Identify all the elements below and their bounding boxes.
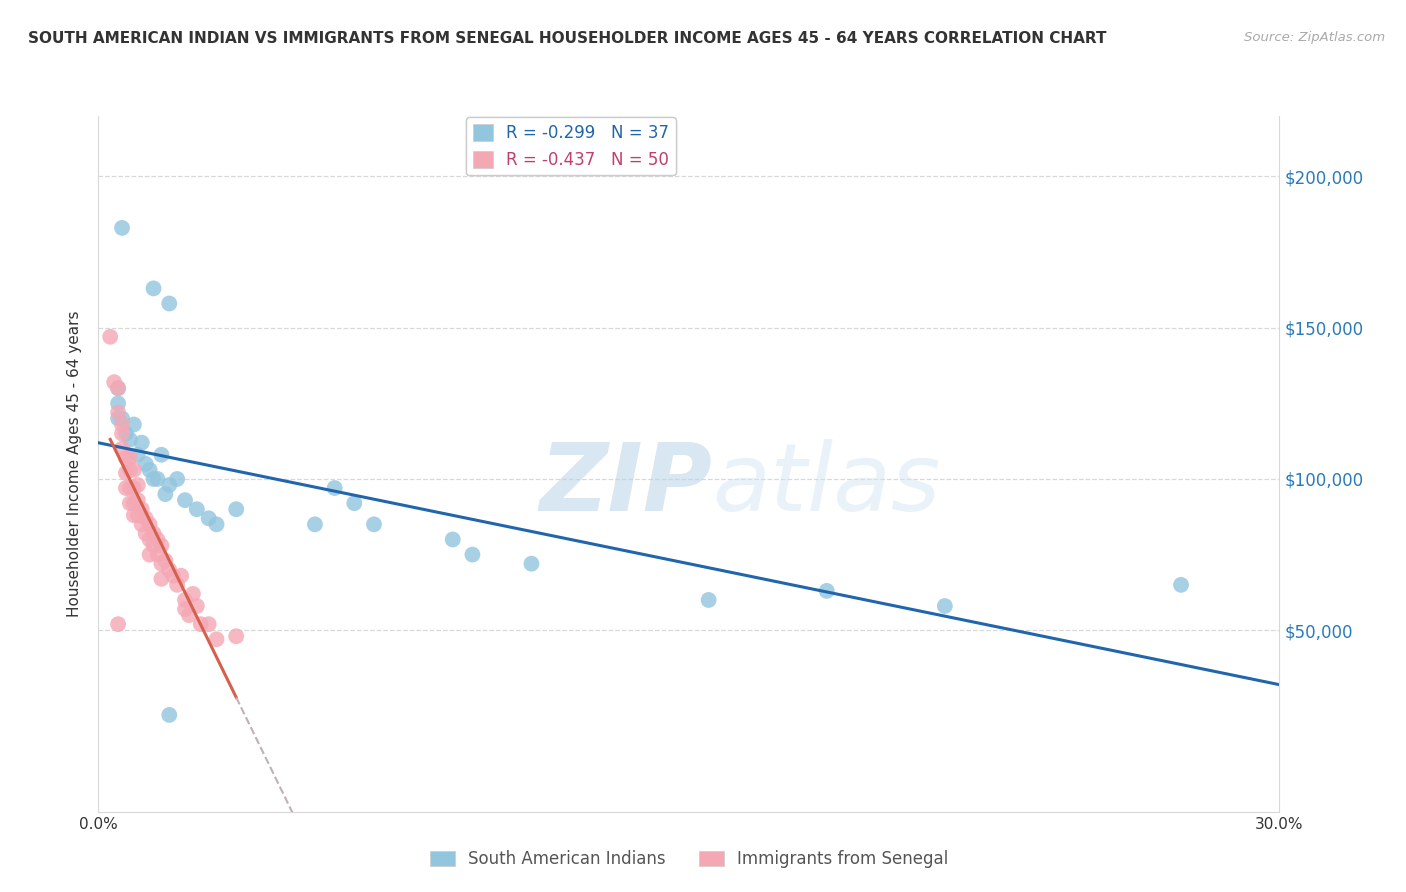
Point: [461, 548, 484, 562]
Point: [157, 296, 180, 310]
Point: [107, 405, 129, 419]
Point: [190, 617, 212, 632]
Point: [197, 617, 219, 632]
Point: [135, 511, 157, 525]
Point: [127, 508, 149, 523]
Point: [127, 448, 149, 462]
Text: SOUTH AMERICAN INDIAN VS IMMIGRANTS FROM SENEGAL HOUSEHOLDER INCOME AGES 45 - 64: SOUTH AMERICAN INDIAN VS IMMIGRANTS FROM…: [28, 31, 1107, 46]
Point: [174, 602, 197, 616]
Point: [815, 583, 838, 598]
Point: [135, 457, 157, 471]
Point: [138, 533, 160, 547]
Point: [115, 481, 138, 495]
Point: [1170, 578, 1192, 592]
Point: [363, 517, 385, 532]
Point: [174, 493, 197, 508]
Point: [115, 450, 138, 465]
Point: [118, 463, 141, 477]
Point: [138, 517, 160, 532]
Point: [225, 629, 247, 643]
Point: [166, 578, 188, 592]
Point: [131, 435, 153, 450]
Point: [170, 568, 193, 582]
Point: [127, 493, 149, 508]
Point: [155, 554, 177, 568]
Point: [115, 426, 138, 441]
Point: [441, 533, 464, 547]
Point: [157, 563, 180, 577]
Point: [107, 381, 129, 395]
Point: [142, 526, 165, 541]
Point: [150, 572, 173, 586]
Point: [146, 472, 169, 486]
Text: atlas: atlas: [713, 439, 941, 530]
Point: [138, 463, 160, 477]
Point: [174, 593, 197, 607]
Point: [107, 617, 129, 632]
Legend: R = -0.299   N = 37, R = -0.437   N = 50: R = -0.299 N = 37, R = -0.437 N = 50: [465, 118, 676, 176]
Text: ZIP: ZIP: [540, 439, 713, 531]
Point: [205, 632, 228, 647]
Point: [155, 487, 177, 501]
Point: [138, 548, 160, 562]
Point: [150, 539, 173, 553]
Point: [146, 548, 169, 562]
Point: [157, 707, 180, 722]
Point: [107, 411, 129, 425]
Point: [118, 450, 141, 465]
Point: [197, 511, 219, 525]
Point: [111, 426, 134, 441]
Point: [122, 508, 145, 523]
Point: [127, 478, 149, 492]
Point: [107, 381, 129, 395]
Point: [111, 417, 134, 432]
Point: [520, 557, 543, 571]
Point: [118, 496, 141, 510]
Point: [111, 220, 134, 235]
Point: [181, 587, 204, 601]
Point: [150, 557, 173, 571]
Point: [142, 472, 165, 486]
Point: [122, 463, 145, 477]
Point: [343, 496, 366, 510]
Point: [186, 502, 208, 516]
Point: [166, 472, 188, 486]
Point: [131, 517, 153, 532]
Point: [122, 417, 145, 432]
Point: [186, 599, 208, 613]
Point: [697, 593, 720, 607]
Point: [111, 442, 134, 456]
Point: [122, 481, 145, 495]
Point: [934, 599, 956, 613]
Y-axis label: Householder Income Ages 45 - 64 years: Householder Income Ages 45 - 64 years: [67, 310, 83, 617]
Legend: South American Indians, Immigrants from Senegal: South American Indians, Immigrants from …: [423, 844, 955, 875]
Point: [118, 481, 141, 495]
Point: [131, 502, 153, 516]
Point: [142, 281, 165, 295]
Point: [304, 517, 326, 532]
Point: [177, 608, 200, 623]
Point: [225, 502, 247, 516]
Point: [111, 411, 134, 425]
Point: [150, 448, 173, 462]
Point: [107, 396, 129, 410]
Point: [98, 330, 121, 344]
Point: [323, 481, 346, 495]
Point: [157, 478, 180, 492]
Point: [162, 568, 184, 582]
Point: [118, 433, 141, 447]
Point: [146, 533, 169, 547]
Point: [205, 517, 228, 532]
Point: [115, 466, 138, 480]
Point: [122, 496, 145, 510]
Point: [103, 375, 125, 389]
Point: [135, 526, 157, 541]
Text: Source: ZipAtlas.com: Source: ZipAtlas.com: [1244, 31, 1385, 45]
Point: [142, 539, 165, 553]
